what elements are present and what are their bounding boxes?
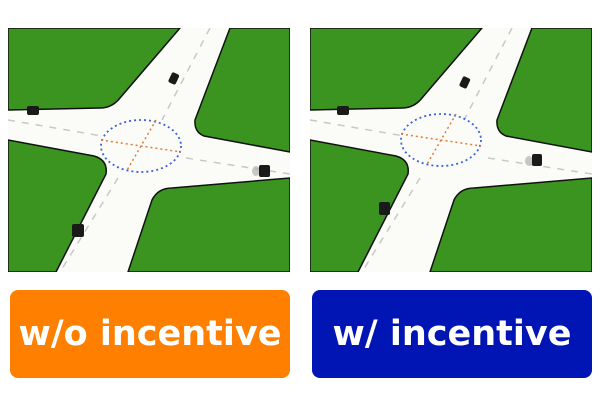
grass-block-top-left xyxy=(8,28,181,111)
lane-marking-north xyxy=(161,28,211,121)
lane-marking-south xyxy=(59,177,119,272)
lane-marking-east xyxy=(487,157,592,175)
vehicle xyxy=(379,202,390,215)
vehicle-shadow xyxy=(525,156,533,166)
vehicle xyxy=(459,76,471,89)
grass-block-bottom-right xyxy=(429,177,592,272)
grass-block-top-right xyxy=(496,28,592,153)
lane-marking-north xyxy=(463,28,513,121)
grass-block-bottom-left xyxy=(310,139,409,272)
scene-panel-without-incentive xyxy=(8,28,290,272)
lane-marking-west xyxy=(8,119,103,137)
caption-with-incentive: w/ incentive xyxy=(312,290,592,378)
intersection-scene xyxy=(310,28,592,272)
vehicle xyxy=(27,106,39,115)
grass-block-top-right xyxy=(194,28,290,153)
intersection-cross-vertical xyxy=(425,113,457,167)
lane-marking-west xyxy=(310,119,405,137)
vehicle xyxy=(532,154,542,166)
vehicle xyxy=(259,165,270,177)
intersection-cross-vertical xyxy=(125,119,157,173)
grass-block-top-left xyxy=(310,28,483,111)
vehicle-shadow xyxy=(252,166,260,176)
intersection-scene xyxy=(8,28,290,272)
vehicle xyxy=(72,224,84,237)
grass-block-bottom-right xyxy=(127,177,290,272)
lane-marking-east xyxy=(185,157,290,175)
caption-without-incentive: w/o incentive xyxy=(10,290,290,378)
scene-panel-with-incentive xyxy=(310,28,592,272)
intersection-zone-circle xyxy=(100,119,182,173)
grass-block-bottom-left xyxy=(8,139,107,272)
vehicle xyxy=(168,72,180,85)
lane-marking-south xyxy=(361,177,421,272)
vehicle xyxy=(337,106,349,115)
intersection-zone-circle xyxy=(400,113,482,167)
